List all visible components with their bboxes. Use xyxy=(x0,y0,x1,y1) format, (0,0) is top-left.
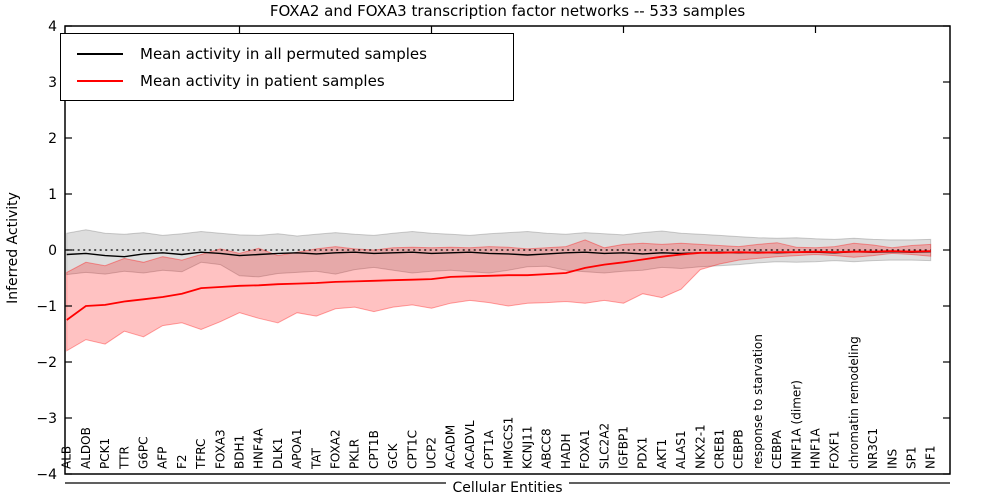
chart-title: FOXA2 and FOXA3 transcription factor net… xyxy=(269,2,746,20)
x-tick-label: DLK1 xyxy=(271,438,285,469)
x-tick-label: IGFBP1 xyxy=(617,426,631,469)
x-tick-label: ACADVL xyxy=(463,420,477,469)
x-tick-label: HADH xyxy=(559,434,573,470)
patient-band xyxy=(66,239,932,352)
x-tick-label: NF1 xyxy=(924,445,938,469)
x-tick-label: response to starvation xyxy=(751,334,765,469)
x-tick-label: CEBPB xyxy=(732,429,746,469)
x-tick-label: FOXA2 xyxy=(329,429,343,469)
x-tick-label: CEBPA xyxy=(770,429,784,469)
x-tick-label: ALB xyxy=(60,446,74,469)
x-tick-label: chromatin remodeling xyxy=(847,336,861,469)
x-tick-label: INS xyxy=(885,449,899,469)
x-tick-label: F2 xyxy=(175,454,189,469)
x-tick-label: TTR xyxy=(117,446,131,470)
x-tick-label: SLC2A2 xyxy=(597,423,611,469)
legend-line-patient-icon xyxy=(77,79,123,82)
x-tick-label: ABCC8 xyxy=(540,428,554,469)
legend-item-permuted: Mean activity in all permuted samples xyxy=(61,40,513,67)
x-tick-label: APOA1 xyxy=(290,428,304,469)
y-tick-label: 3 xyxy=(48,75,57,91)
x-tick-label: BDH1 xyxy=(233,435,247,469)
legend-item-patient: Mean activity in patient samples xyxy=(61,67,513,94)
legend-label-patient: Mean activity in patient samples xyxy=(140,71,385,90)
x-tick-label: CPT1B xyxy=(367,430,381,469)
x-tick-label: HNF1A xyxy=(809,427,823,469)
x-tick-label: TFRC xyxy=(194,439,208,470)
y-tick-label: −3 xyxy=(36,411,57,427)
x-tick-label: CPT1C xyxy=(405,430,419,469)
legend-line-permuted-icon xyxy=(77,52,123,55)
x-tick-label: HMGCS1 xyxy=(501,417,515,469)
x-tick-label: HNF1A (dimer) xyxy=(789,380,803,469)
x-tick-label: CPT1A xyxy=(482,429,496,469)
y-tick-label: −4 xyxy=(36,467,57,483)
x-tick-label: CREB1 xyxy=(713,429,727,469)
legend: Mean activity in all permuted samples Me… xyxy=(60,33,514,101)
x-tick-label: GCK xyxy=(386,442,400,469)
x-tick-label: HNF4A xyxy=(252,427,266,469)
x-tick-label: UCP2 xyxy=(425,437,439,469)
patient-mean-line xyxy=(66,250,931,321)
x-tick-label: NR3C1 xyxy=(866,428,880,469)
y-tick-label: 0 xyxy=(48,243,57,259)
x-tick-label: PCK1 xyxy=(98,438,112,469)
x-tick-label: SP1 xyxy=(905,447,919,470)
x-tick-label: PKLR xyxy=(348,439,362,469)
y-tick-label: 1 xyxy=(48,187,57,203)
x-tick-label: AKT1 xyxy=(655,439,669,469)
x-tick-label: NKX2-1 xyxy=(693,424,707,469)
x-tick-label: AFP xyxy=(156,447,170,469)
x-tick-label: ALAS1 xyxy=(674,430,688,469)
y-tick-label: 2 xyxy=(48,131,57,147)
x-tick-label: PDX1 xyxy=(636,437,650,469)
x-tick-label: FOXA3 xyxy=(213,429,227,469)
y-axis-label: Inferred Activity xyxy=(5,192,21,304)
x-tick-label: FOXF1 xyxy=(828,431,842,469)
y-tick-label: −2 xyxy=(36,355,57,371)
x-tick-label: FOXA1 xyxy=(578,429,592,469)
y-tick-label: −1 xyxy=(36,299,57,315)
y-tick-label: 4 xyxy=(48,19,57,35)
x-tick-label: KCNJ11 xyxy=(521,426,535,469)
x-tick-label: ALDOB xyxy=(79,427,93,469)
x-tick-label: G6PC xyxy=(137,436,151,469)
x-tick-label: TAT xyxy=(309,447,323,470)
legend-label-permuted: Mean activity in all permuted samples xyxy=(140,44,427,63)
x-tick-label: ACADM xyxy=(444,425,458,469)
